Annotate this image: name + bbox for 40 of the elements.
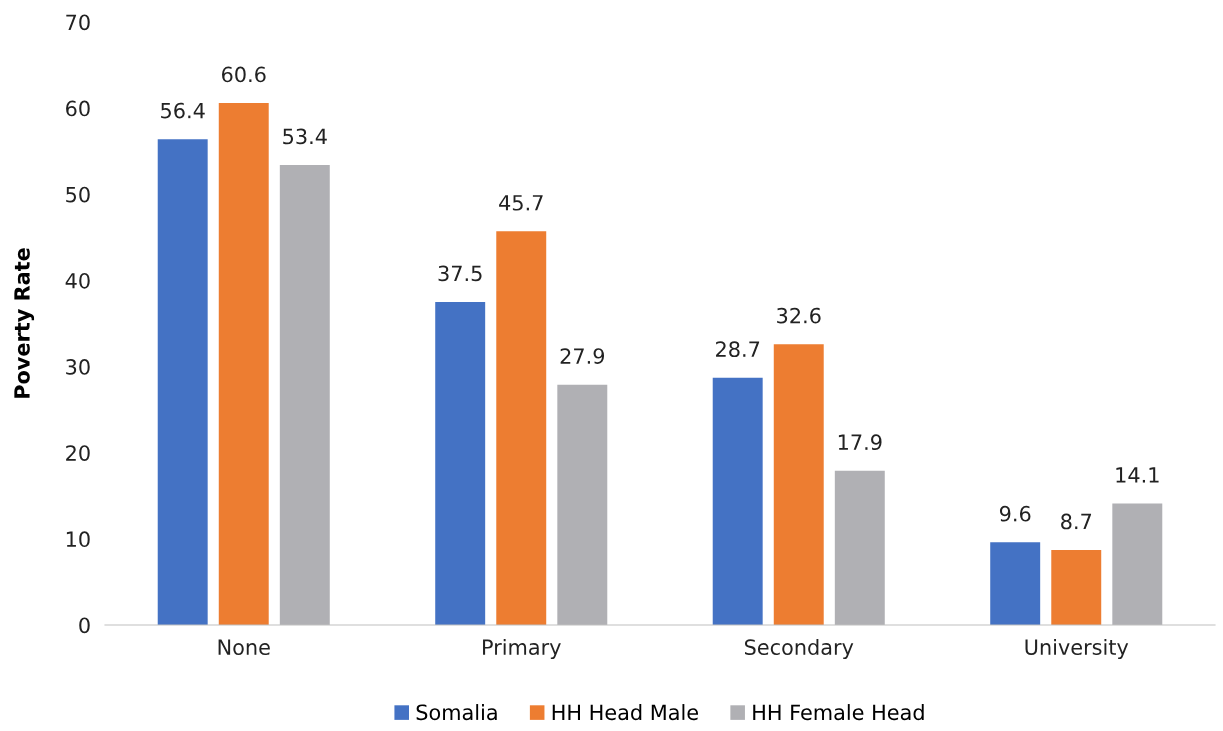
y-tick-label: 20 <box>66 445 90 461</box>
data-label: 28.7 <box>716 341 760 358</box>
data-label: 9.6 <box>999 505 1031 522</box>
bar <box>435 301 486 625</box>
bar <box>712 377 763 625</box>
data-label: 60.6 <box>222 66 266 83</box>
x-tick-label: University <box>1025 638 1129 660</box>
data-label: 37.5 <box>438 265 482 282</box>
data-label: 32.6 <box>777 307 821 324</box>
legend-label: Somalia <box>416 704 497 721</box>
bar <box>1051 550 1102 625</box>
data-label: 8.7 <box>1061 513 1092 530</box>
legend-label: HH Female Head <box>753 704 924 721</box>
bar <box>218 102 269 625</box>
y-tick-label: 10 <box>66 531 90 548</box>
x-tick-label: Primary <box>483 638 561 660</box>
bar <box>157 139 208 625</box>
y-tick-label: 60 <box>66 100 90 117</box>
y-tick-label: 0 <box>79 617 90 634</box>
y-tick-label: 30 <box>66 359 90 375</box>
data-label: 45.7 <box>499 195 543 211</box>
y-axis-title: Poverty Rate <box>14 248 35 398</box>
y-tick-label: 70 <box>66 14 90 31</box>
data-label: 17.9 <box>838 434 882 451</box>
data-label: 53.4 <box>283 128 327 145</box>
bar <box>1112 503 1163 625</box>
bar <box>990 542 1041 625</box>
x-tick-label: None <box>218 639 270 656</box>
legend-label: HH Head Male <box>552 704 698 721</box>
bar <box>834 470 885 625</box>
bar <box>557 384 608 625</box>
x-tick-label: Secondary <box>744 638 854 660</box>
bar <box>279 165 330 625</box>
data-label: 27.9 <box>560 348 605 364</box>
y-tick-label: 40 <box>65 272 90 289</box>
data-label: 14.1 <box>1116 467 1159 483</box>
bar <box>496 231 547 625</box>
bar <box>773 344 824 625</box>
y-tick-label: 50 <box>66 186 90 203</box>
data-label: 56.4 <box>161 102 205 119</box>
